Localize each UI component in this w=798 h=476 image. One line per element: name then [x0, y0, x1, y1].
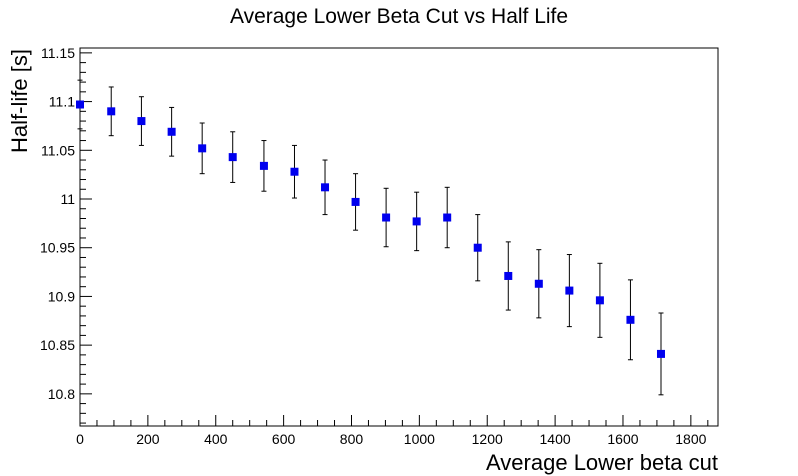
data-point [198, 144, 207, 153]
y-axis-label: Half-life [s] [7, 49, 32, 153]
x-tick-label: 1600 [607, 431, 638, 447]
y-tick-label: 10.9 [48, 288, 75, 304]
y-tick-label: 10.85 [40, 337, 75, 353]
data-point [137, 117, 146, 126]
data-point [534, 279, 543, 288]
x-tick-label: 1200 [472, 431, 503, 447]
data-point [76, 100, 84, 109]
data-point [656, 349, 665, 358]
x-tick-label: 1800 [675, 431, 706, 447]
data-point [565, 286, 574, 295]
y-tick-label: 11.05 [41, 142, 75, 158]
data-point [412, 217, 421, 226]
data-point [167, 127, 176, 136]
y-tick-label: 11 [60, 191, 75, 207]
y-tick-label: 11.15 [41, 45, 75, 61]
x-axis: 0 200 400 600 800 1000 1200 1400 1600 1800 [76, 415, 709, 447]
x-tick-label: 0 [76, 431, 84, 447]
data-point [321, 183, 330, 192]
data-point [473, 243, 482, 252]
data-point [228, 153, 237, 162]
data-series [76, 79, 665, 396]
data-point [595, 296, 604, 305]
x-tick-label: 200 [136, 431, 160, 447]
data-point [290, 167, 299, 176]
y-tick-label: 11.1 [49, 94, 75, 110]
y-axis: 10.8 10.85 10.9 10.95 11 11.05 11.1 11.15 [40, 45, 92, 424]
x-tick-label: 1000 [404, 431, 435, 447]
data-point [107, 107, 116, 116]
x-axis-label: Average Lower beta cut [486, 450, 718, 475]
data-point [259, 161, 268, 170]
chart-title: Average Lower Beta Cut vs Half Life [229, 5, 569, 28]
x-tick-label: 1400 [540, 431, 571, 447]
data-point [351, 197, 360, 206]
plot-frame [79, 47, 719, 427]
x-tick-label: 400 [204, 431, 228, 447]
data-point [626, 315, 635, 324]
data-point [382, 213, 391, 222]
x-tick-label: 600 [272, 431, 296, 447]
y-tick-label: 10.8 [48, 386, 75, 402]
x-tick-label: 800 [340, 431, 364, 447]
data-point [443, 213, 452, 222]
y-tick-label: 10.95 [40, 240, 75, 256]
data-point [504, 271, 513, 280]
